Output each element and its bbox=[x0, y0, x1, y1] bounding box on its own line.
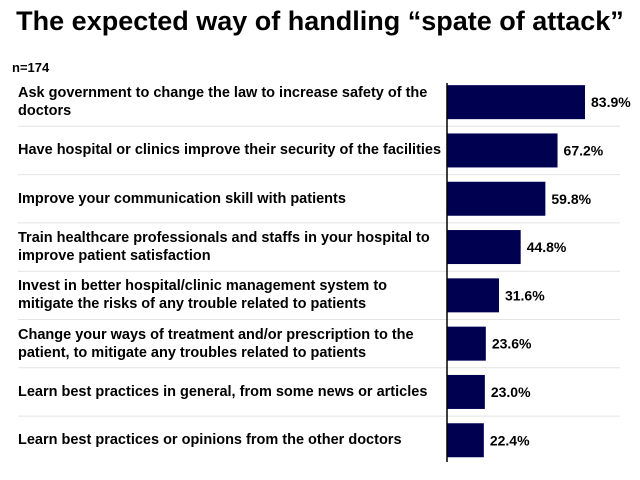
data-label: 23.6% bbox=[492, 336, 532, 352]
category-label: Improve your communication skill with pa… bbox=[18, 190, 346, 207]
data-label: 31.6% bbox=[505, 287, 545, 303]
bar bbox=[447, 423, 484, 458]
bar bbox=[447, 326, 486, 361]
category-label: Have hospital or clinics improve their s… bbox=[18, 142, 442, 159]
data-label: 22.4% bbox=[490, 432, 530, 448]
data-label: 83.9% bbox=[591, 94, 631, 110]
data-label: 59.8% bbox=[551, 191, 591, 207]
bar bbox=[447, 85, 585, 120]
bar bbox=[447, 374, 485, 409]
bar bbox=[447, 133, 558, 168]
category-label: Invest in better hospital/clinic managem… bbox=[18, 278, 388, 313]
bar bbox=[447, 278, 499, 313]
category-label: Ask government to change the law to incr… bbox=[18, 85, 428, 120]
chart-title: The expected way of handling “spate of a… bbox=[16, 6, 624, 36]
category-label: Train healthcare professionals and staff… bbox=[18, 230, 430, 265]
data-label: 44.8% bbox=[527, 239, 567, 255]
sample-size: n=174 bbox=[12, 60, 50, 75]
category-label: Change your ways of treatment and/or pre… bbox=[18, 326, 414, 361]
category-label: Learn best practices in general, from so… bbox=[18, 383, 428, 400]
category-label: Learn best practices or opinions from th… bbox=[18, 432, 402, 449]
bar bbox=[447, 230, 521, 265]
bar bbox=[447, 181, 546, 216]
data-label: 67.2% bbox=[564, 142, 604, 158]
data-label: 23.0% bbox=[491, 384, 531, 400]
